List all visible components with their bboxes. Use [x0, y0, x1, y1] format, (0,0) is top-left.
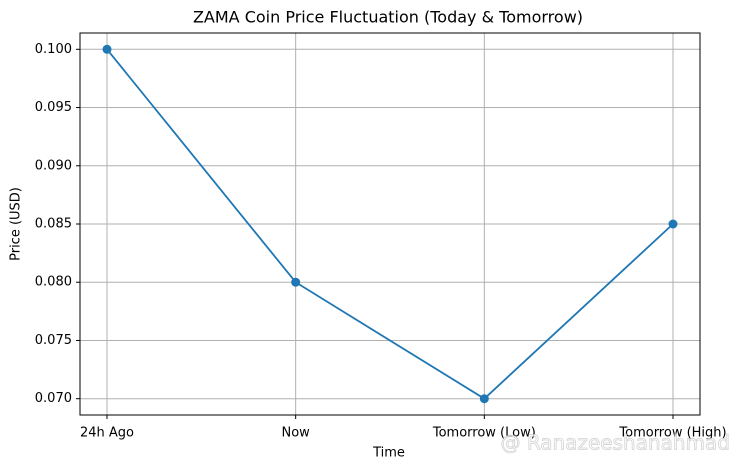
point: [668, 219, 678, 229]
plot-frame: [79, 32, 701, 416]
x-tick-label: Tomorrow (High): [618, 426, 726, 441]
y-tick-label: 0.075: [35, 333, 72, 348]
chart-title: ZAMA Coin Price Fluctuation (Today & Tom…: [193, 8, 583, 27]
y-axis-label: Price (USD): [9, 187, 24, 261]
x-tick-label: 24h Ago: [80, 426, 134, 441]
y-tick-label: 0.080: [35, 275, 72, 290]
point: [102, 44, 112, 54]
y-tick-label: 0.090: [35, 158, 72, 173]
x-axis-label: Time: [372, 446, 405, 461]
y-tick-label: 0.095: [35, 100, 72, 115]
y-tick-label: 0.070: [35, 391, 72, 406]
point: [291, 277, 301, 287]
watermark: @ Ranazeeshanahmad: [500, 431, 730, 455]
line: [106, 48, 674, 400]
y-tick-label: 0.100: [35, 42, 72, 57]
x-tick-label: Now: [282, 426, 311, 441]
x-tick-label: Tomorrow (Low): [432, 426, 536, 441]
point: [479, 394, 489, 404]
y-tick-label: 0.085: [35, 217, 72, 232]
